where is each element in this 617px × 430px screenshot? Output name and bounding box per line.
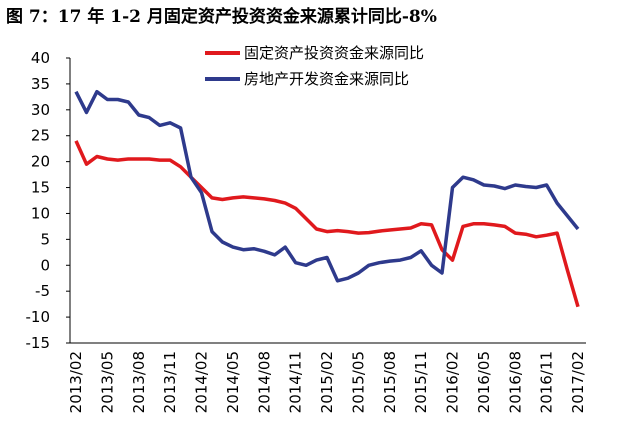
y-tick-label: -15 xyxy=(26,334,51,352)
legend-label: 房地产开发资金来源同比 xyxy=(244,70,409,88)
x-tick-label: 2016/05 xyxy=(475,351,493,413)
x-tick-label: 2015/02 xyxy=(318,351,336,413)
x-tick-label: 2014/08 xyxy=(255,351,273,413)
x-tick-label: 2016/11 xyxy=(538,351,556,413)
series-line xyxy=(74,89,580,283)
y-tick-label: 15 xyxy=(31,179,50,197)
y-tick-label: 5 xyxy=(40,230,50,248)
x-tick-label: 2016/08 xyxy=(506,351,524,413)
y-tick-label: 20 xyxy=(31,153,50,171)
x-tick-label: 2015/11 xyxy=(412,351,430,413)
x-tick-label: 2016/02 xyxy=(444,351,462,413)
y-tick-label: 0 xyxy=(40,256,50,274)
legend-label: 固定资产投资资金来源同比 xyxy=(244,44,424,62)
x-tick-label: 2015/05 xyxy=(349,351,367,413)
x-tick-label: 2013/11 xyxy=(161,351,179,413)
x-tick-label: 2013/02 xyxy=(67,351,85,413)
y-tick-label: 25 xyxy=(31,127,50,145)
x-tick-label: 2017/02 xyxy=(569,351,587,413)
x-tick-label: 2013/05 xyxy=(98,351,116,413)
chart-title: 图 7：17 年 1-2 月固定资产投资资金来源累计同比-8% xyxy=(6,6,437,27)
x-tick-label: 2013/08 xyxy=(130,351,148,413)
x-tick-label: 2014/05 xyxy=(224,351,242,413)
y-tick-label: 40 xyxy=(31,49,50,67)
y-tick-label: -5 xyxy=(35,282,50,300)
y-tick-label: 35 xyxy=(31,75,50,93)
y-tick-label: 10 xyxy=(31,204,50,222)
y-tick-label: 30 xyxy=(31,101,50,119)
x-tick-label: 2014/02 xyxy=(193,351,211,413)
x-tick-label: 2014/11 xyxy=(287,351,305,413)
series-line xyxy=(74,140,580,308)
y-tick-label: -10 xyxy=(26,308,51,326)
x-tick-label: 2015/08 xyxy=(381,351,399,413)
